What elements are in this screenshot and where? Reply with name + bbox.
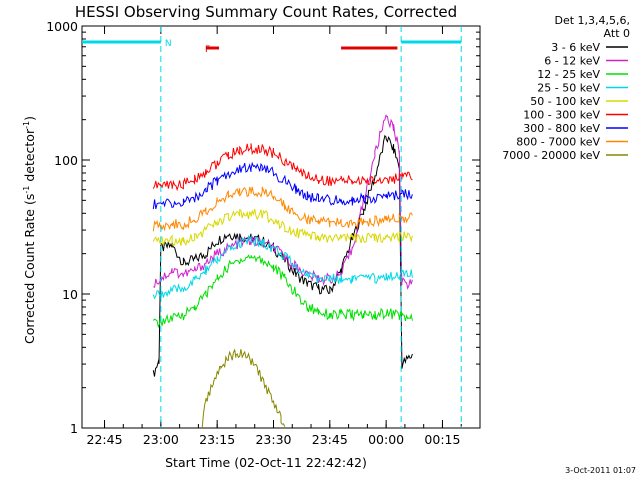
flag-label: N — [165, 39, 172, 49]
plot-frame — [81, 25, 481, 429]
x-tick-label: 00:00 — [368, 432, 404, 447]
plot-area — [81, 25, 481, 429]
y-tick-label: 10 — [62, 287, 78, 302]
series-layer — [152, 114, 413, 429]
legend-item-label: 25 - 50 keV — [537, 82, 600, 95]
x-tick-label: 23:45 — [312, 432, 348, 447]
series-line — [152, 208, 413, 247]
y-axis-label-sup1: -1 — [22, 186, 31, 194]
x-tick-label: 23:00 — [143, 432, 179, 447]
y-axis-label-part3: ) — [22, 116, 37, 121]
series-line — [153, 114, 413, 290]
series-line — [152, 143, 413, 192]
chart-title: HESSI Observing Summary Count Rates, Cor… — [75, 3, 457, 21]
y-tick-label: 100 — [54, 153, 78, 168]
legend-item-label: 6 - 12 keV — [544, 55, 600, 68]
x-tick-label: 23:30 — [255, 432, 291, 447]
legend-item-label: 50 - 100 keV — [530, 95, 600, 108]
series-line — [152, 134, 413, 377]
series-line — [152, 234, 413, 300]
series-line — [152, 161, 413, 210]
series-line — [152, 186, 413, 232]
y-tick-label: 1000 — [46, 19, 78, 34]
y-axis-label: Corrected Count Rate (s-1 detector-1) — [22, 116, 37, 344]
y-axis-label-sup2: -1 — [22, 121, 31, 129]
legend-header-line2: Att 0 — [604, 27, 630, 40]
legend-item-label: 7000 - 20000 keV — [502, 149, 600, 162]
legend-item-label: 12 - 25 keV — [537, 68, 600, 81]
y-axis: 1 10 100 1000 — [46, 19, 480, 436]
legend-item-label: 3 - 6 keV — [551, 41, 600, 54]
series-line — [201, 348, 286, 429]
flag-label: F — [205, 45, 210, 55]
series-line — [152, 254, 413, 329]
legend-item-label: 100 - 300 keV — [523, 109, 600, 122]
x-tick-label: 00:15 — [424, 432, 460, 447]
legend-item-label: 300 - 800 keV — [523, 122, 600, 135]
legend-header-line1: Det 1,3,4,5,6, — [554, 14, 630, 27]
y-axis-label-part2: detector — [22, 128, 37, 186]
x-tick-label: 23:15 — [199, 432, 235, 447]
y-tick-label: 1 — [70, 421, 78, 436]
y-axis-label-part1: Corrected Count Rate (s — [22, 194, 37, 344]
timestamp: 3-Oct-2011 01:07 — [565, 466, 636, 475]
x-axis: 22:45 23:00 23:15 23:30 23:45 00:00 00:15 — [87, 26, 462, 447]
x-axis-label: Start Time (02-Oct-11 22:42:42) — [165, 455, 367, 470]
flags-layer: NF — [82, 26, 462, 428]
legend-item-label: 800 - 7000 keV — [516, 136, 600, 149]
x-tick-label: 22:45 — [87, 432, 123, 447]
